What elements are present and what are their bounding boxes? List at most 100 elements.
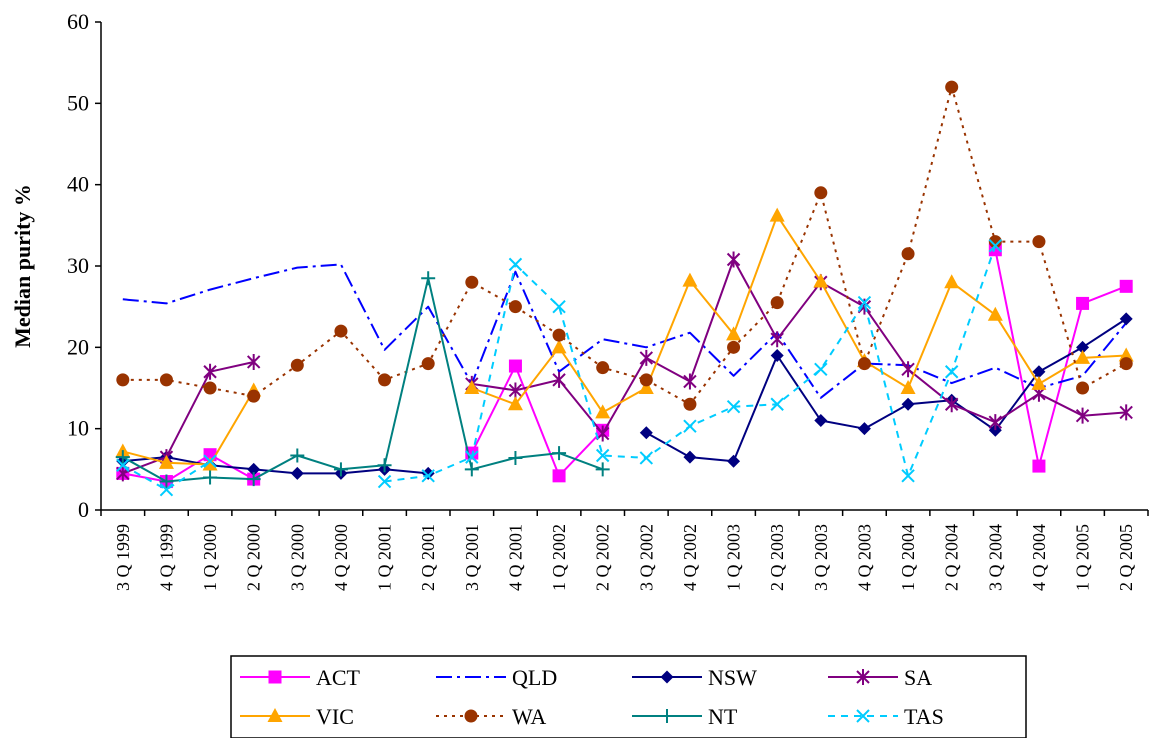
legend: ACT QLD NSW SA VIC WA NT TAS [230,655,1027,738]
data-point-vic [682,272,698,287]
legend-label-sa: SA [904,665,932,690]
x-tick-label: 1 Q 2000 [200,524,220,591]
data-point-nt [421,271,436,286]
series-sa [116,251,1133,482]
data-point-sa [901,361,915,378]
series-nt [115,271,610,489]
x-tick-label: 3 Q 2002 [636,524,656,591]
data-point-act [552,469,566,483]
x-tick-label: 3 Q 2003 [811,524,831,591]
legend-label-vic: VIC [316,704,354,729]
data-point-nsw [857,422,871,436]
legend-label-nt: NT [708,704,738,729]
data-point-vic [464,380,480,394]
x-tick-label: 4 Q 2003 [854,524,874,591]
legend-marker-sa [856,669,870,685]
x-tick-label: 3 Q 2004 [985,524,1005,591]
data-point-wa [508,300,522,314]
legend-item-act: ACT [240,665,361,690]
legend-box [230,655,1027,738]
data-point-wa [1032,235,1046,249]
data-point-tas [770,397,784,411]
series-line-nsw [122,318,1127,475]
data-point-tas [377,474,392,489]
x-tick-label: 1 Q 2001 [375,524,395,591]
data-point-nsw [683,450,697,464]
data-point-wa [596,361,610,375]
legend-label-tas: TAS [904,704,944,729]
data-point-nsw [901,397,915,411]
y-tick-label: 60 [67,9,89,34]
data-point-tas [508,257,523,272]
y-tick-label: 40 [67,172,89,197]
data-point-vic [944,274,960,289]
data-point-tas [901,469,915,483]
data-point-wa [203,381,217,395]
series-line-vic [122,214,1127,466]
legend-item-tas: TAS [828,704,944,729]
data-point-tas [683,419,697,433]
x-tick-label: 2 Q 2004 [942,524,962,591]
x-tick-label: 4 Q 2000 [331,524,351,591]
data-point-wa [552,328,566,342]
data-point-nsw [247,462,261,476]
data-point-tas [116,458,130,472]
x-tick-label: 4 Q 2002 [680,524,700,591]
data-point-tas [203,454,217,468]
series-line-nt [122,277,604,483]
chart-series [115,80,1134,497]
data-point-tas [857,295,872,310]
series-line-sa [122,258,1127,475]
data-point-act [1076,296,1090,310]
data-point-sa [944,396,959,413]
legend-marker-vic [267,708,283,722]
data-point-sa [1119,404,1133,421]
data-point-sa [246,353,261,370]
data-point-nsw [1076,340,1090,354]
data-point-wa [945,80,959,94]
data-point-tas [814,362,828,377]
x-tick-label: 1 Q 2002 [549,524,569,591]
legend-label-wa: WA [512,704,546,729]
data-point-nsw [814,414,828,428]
legend-item-nt: NT [632,704,738,729]
legend-marker-nt [660,709,674,723]
chart-axes [100,22,1148,511]
data-point-nsw [1119,312,1133,326]
data-point-wa [378,373,392,387]
data-point-nsw [727,454,741,468]
data-point-wa [465,275,479,289]
data-point-tas [421,469,435,483]
data-point-tas [988,238,1003,253]
y-tick-label: 10 [67,416,89,441]
data-point-wa [988,235,1002,249]
legend-item-wa: WA [436,704,546,729]
series-act [116,243,1133,489]
data-point-wa [727,340,741,354]
data-point-nt [552,446,567,461]
data-point-sa [552,371,566,388]
data-point-nsw [770,348,784,362]
data-point-nt [377,458,392,473]
data-point-wa [683,397,697,411]
data-point-tas [639,451,654,465]
data-point-act [508,359,522,373]
data-point-vic [1118,347,1134,362]
x-tick-label: 4 Q 2001 [505,524,525,591]
data-point-vic [726,326,742,341]
data-point-wa [247,389,261,403]
series-vic [115,207,1134,471]
legend-marker-wa [464,709,478,723]
legend-label-act: ACT [316,665,361,690]
series-line-qld [122,263,1127,399]
series-line-act [122,249,1127,483]
data-point-nt [508,450,523,465]
x-tick-label: 2 Q 2000 [244,524,264,591]
x-tick-label: 2 Q 2001 [418,524,438,591]
data-point-sa [508,382,523,399]
data-point-nsw [639,426,653,440]
data-point-sa [1075,407,1090,424]
data-point-vic [813,273,829,288]
y-tick-label: 30 [67,253,89,278]
